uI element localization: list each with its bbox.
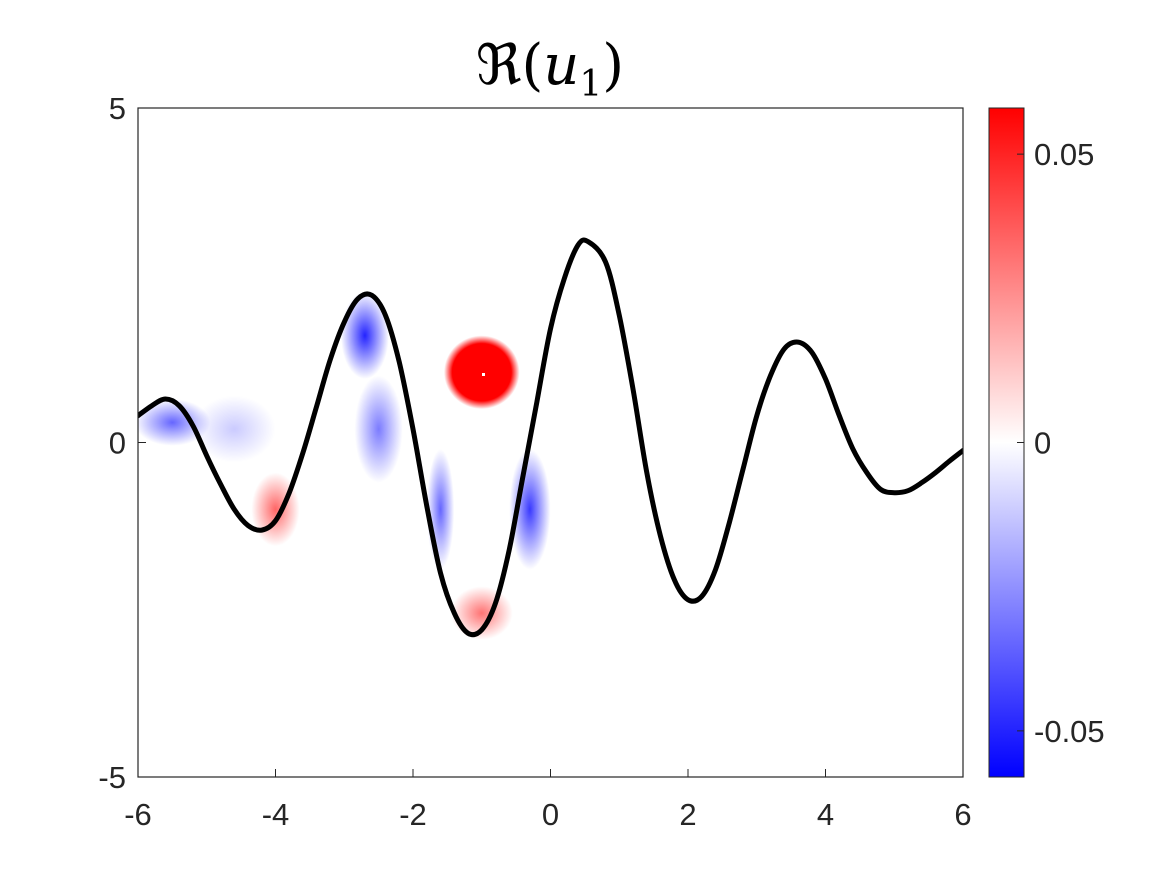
field-blob	[340, 291, 389, 379]
colorbar-tick-label: -0.05	[1034, 714, 1105, 749]
y-tick-label: 5	[109, 91, 126, 126]
x-tick-label: 4	[817, 797, 834, 832]
field-blob	[193, 395, 276, 463]
title-close-paren: )	[602, 33, 624, 98]
x-tick-label: -2	[399, 797, 427, 832]
colorbar-tick-label: 0	[1034, 426, 1051, 461]
colorbar-axis: 0.05 0 -0.05	[1017, 137, 1105, 749]
x-tick-label: -6	[124, 797, 152, 832]
title-open-paren: (	[521, 33, 543, 98]
x-axis: -6 -4 -2 0 2 4 6	[124, 769, 972, 832]
curve-line	[138, 237, 963, 638]
field-blob	[426, 449, 455, 570]
title-subscript: 1	[579, 64, 602, 105]
colorbar-tick-label: 0.05	[1034, 137, 1094, 172]
x-tick-label: 6	[954, 797, 971, 832]
field-heatmap	[138, 291, 551, 640]
field-blob	[509, 449, 551, 570]
field-blob	[354, 375, 403, 483]
title-variable: u	[543, 33, 579, 98]
x-tick-label: 0	[542, 797, 559, 832]
y-tick-label: 0	[109, 426, 126, 461]
y-tick-label: -5	[98, 760, 126, 795]
field-center-marker	[482, 373, 485, 376]
chart-title: ℜ(u1)	[476, 33, 624, 105]
title-symbol: ℜ	[476, 33, 522, 98]
x-tick-label: -4	[262, 797, 290, 832]
field-blob	[443, 335, 520, 410]
x-tick-label: 2	[679, 797, 696, 832]
field-blob	[138, 399, 211, 446]
y-axis: -5 0 5	[98, 91, 146, 795]
plot-area	[138, 108, 963, 777]
